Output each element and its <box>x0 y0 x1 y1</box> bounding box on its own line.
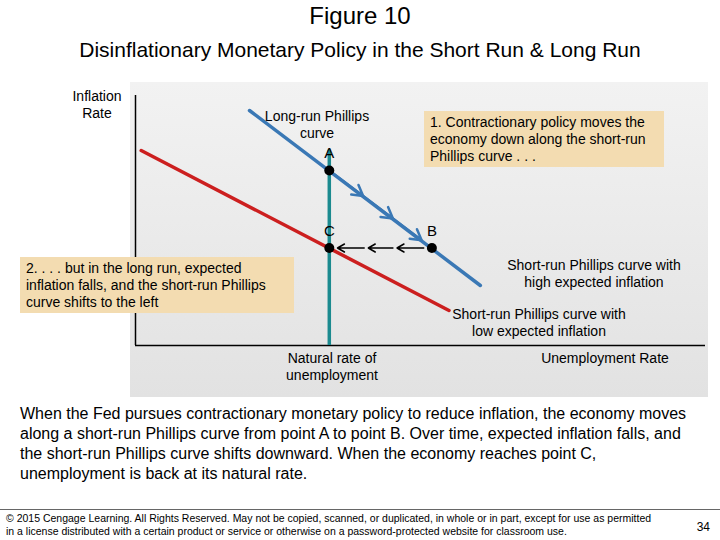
html-text:When the Fed pursues contracti: When the Fed pursues contractionary mone… <box>20 405 687 482</box>
html-text:Disinflationary Monetary Polic: Disinflationary Monetary Policy in the S… <box>79 38 641 61</box>
html-text:© 2015 Cengage Learning. All R: © 2015 Cengage Learning. All Rights Rese… <box>6 512 652 537</box>
html-text:Short-run Phillips curve with: Short-run Phillips curve with low expect… <box>452 306 626 339</box>
svg-text:B: B <box>427 222 437 239</box>
html-text:Unemployment Rate: Unemployment Rate <box>541 350 669 366</box>
html-text:Inflation Rate: Inflation Rate <box>72 88 122 121</box>
html-text:2. . . . but in the long run,: 2. . . . but in the long run, expected i… <box>26 260 266 310</box>
svg-text:A: A <box>324 144 334 161</box>
html-text:34: 34 <box>696 520 710 534</box>
html-text:Figure 10: Figure 10 <box>309 2 411 29</box>
html-text:Long-run Phillips curve: Long-run Phillips curve <box>264 108 370 141</box>
html-text:Short-run Phillips curve with: Short-run Phillips curve with high expec… <box>507 257 681 290</box>
html-text:Natural rate of unemployment: Natural rate of unemployment <box>286 350 378 383</box>
html-text:1. Contractionary policy moves: 1. Contractionary policy moves the econo… <box>430 114 646 164</box>
svg-text:C: C <box>324 222 335 239</box>
